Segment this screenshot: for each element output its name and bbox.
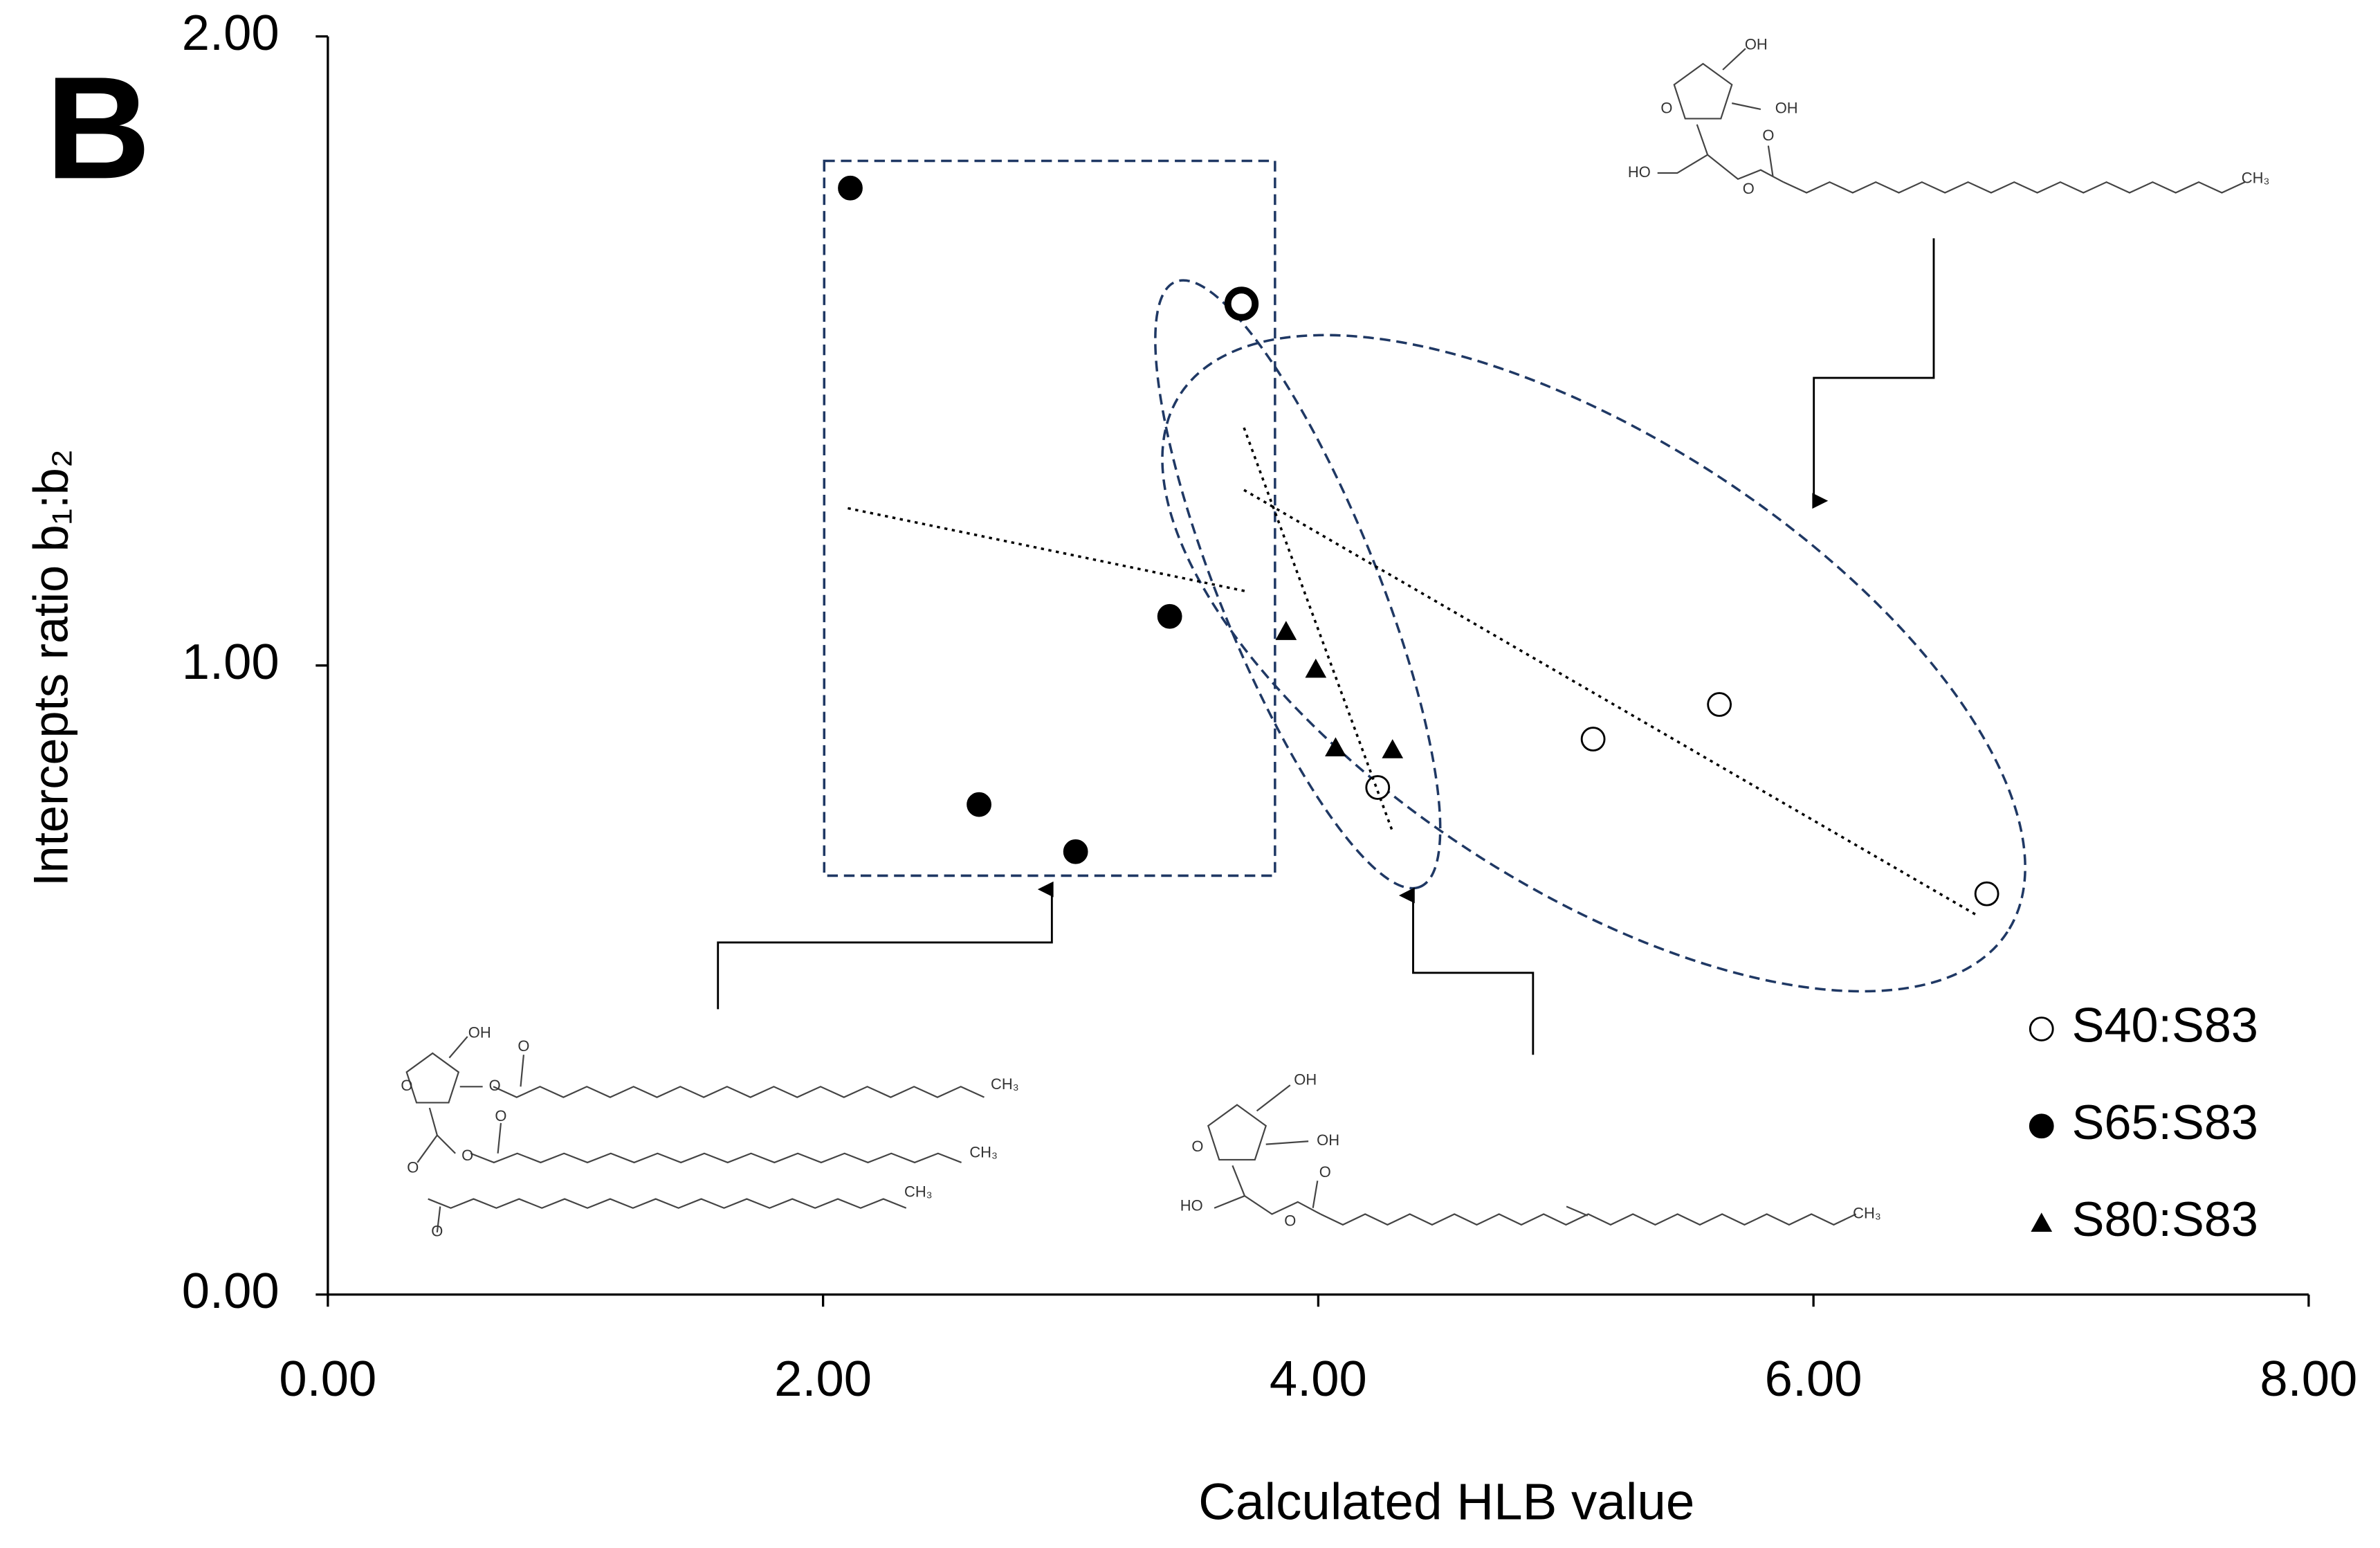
bond	[470, 1152, 962, 1164]
legend-marker	[2031, 1212, 2053, 1232]
x-tick-label: 0.00	[279, 1351, 376, 1407]
bond	[1207, 1104, 1267, 1161]
arrow	[1812, 238, 1935, 509]
structure-label: OH	[1317, 1131, 1339, 1149]
data-point	[1224, 286, 1259, 321]
bond	[520, 1055, 524, 1087]
structure-label: O	[401, 1077, 412, 1094]
bond	[1320, 1213, 1857, 1226]
bond	[1767, 145, 1774, 176]
structure-label: O	[1743, 180, 1755, 197]
bond	[428, 1198, 907, 1209]
bond	[416, 1134, 438, 1163]
data-point	[1157, 603, 1182, 629]
data-point	[1365, 775, 1391, 800]
structure-label: OH	[1745, 36, 1768, 53]
legend-marker	[2029, 1017, 2054, 1041]
structure-label: HO	[1180, 1196, 1203, 1214]
bond	[436, 1206, 441, 1232]
structure-label: O	[1319, 1163, 1331, 1181]
data-point	[1382, 739, 1404, 758]
structure-label: O	[1284, 1212, 1296, 1229]
structure-label: CH₃	[991, 1075, 1019, 1093]
legend-marker	[2029, 1113, 2054, 1139]
data-point	[1275, 621, 1297, 640]
bond	[1673, 62, 1733, 120]
data-point	[1974, 881, 1999, 907]
data-point	[1707, 692, 1732, 717]
data-point	[967, 792, 991, 817]
legend-label: S80:S83	[2072, 1192, 2258, 1246]
bond	[1265, 1140, 1309, 1145]
legend-label: S40:S83	[2072, 998, 2258, 1053]
bond	[1722, 48, 1746, 71]
y-tick-label: 0.00	[182, 1263, 280, 1319]
x-tick-label: 6.00	[1765, 1351, 1862, 1407]
arrow	[1398, 887, 1535, 1055]
trend-line	[1243, 427, 1394, 832]
arrow	[717, 881, 1054, 1010]
panel-label: B	[46, 46, 151, 209]
group-box	[823, 159, 1276, 877]
structure-label: CH₃	[904, 1183, 933, 1201]
structure-label: OH	[1294, 1071, 1317, 1088]
group-ellipse	[1154, 279, 1442, 890]
data-point	[1325, 737, 1346, 757]
structure-label: CH₃	[2242, 170, 2270, 187]
trend-line	[1243, 489, 1978, 917]
bond	[1783, 181, 2246, 194]
y-axis-label: Intercepts ratio b₁:b₂	[24, 449, 78, 886]
bond	[405, 1052, 460, 1104]
structure-label: OH	[468, 1023, 491, 1041]
data-point	[1580, 727, 1606, 752]
x-tick-label: 2.00	[774, 1351, 872, 1407]
bond	[1657, 154, 1708, 174]
structure-label: CH₃	[1853, 1204, 1881, 1221]
structure-label: O	[407, 1159, 419, 1176]
structure-label: O	[518, 1037, 529, 1055]
bond	[1696, 124, 1784, 183]
data-point	[838, 175, 863, 201]
y-tick-label: 2.00	[182, 5, 280, 61]
bond	[497, 1122, 502, 1154]
structure-label: O	[1762, 127, 1774, 144]
bond	[1232, 1165, 1321, 1215]
y-tick-label: 1.00	[182, 634, 280, 690]
bond	[1566, 1205, 1589, 1217]
structure-label: O	[431, 1223, 443, 1240]
data-point	[1305, 658, 1327, 678]
bond	[1256, 1084, 1291, 1112]
structure-label: HO	[1628, 163, 1651, 181]
bond	[493, 1086, 985, 1098]
x-axis-label: Calculated HLB value	[1198, 1472, 1694, 1530]
x-tick-label: 8.00	[2260, 1351, 2357, 1407]
structure-label: CH₃	[969, 1144, 998, 1161]
bond	[1214, 1195, 1245, 1209]
structure-label: O	[1660, 100, 1672, 117]
structure-label: O	[1191, 1138, 1203, 1155]
structure-label: O	[461, 1147, 473, 1164]
bond	[448, 1036, 468, 1059]
data-point	[1063, 839, 1088, 864]
structure-label: O	[489, 1077, 501, 1094]
bond	[1731, 102, 1761, 110]
structure-label: O	[495, 1107, 506, 1124]
x-tick-label: 4.00	[1270, 1351, 1367, 1407]
group-ellipse	[1161, 334, 2026, 993]
bond	[428, 1107, 456, 1154]
trend-line	[848, 507, 1250, 594]
bond	[1312, 1181, 1319, 1208]
legend-label: S65:S83	[2072, 1095, 2258, 1149]
structure-label: OH	[1775, 100, 1798, 117]
